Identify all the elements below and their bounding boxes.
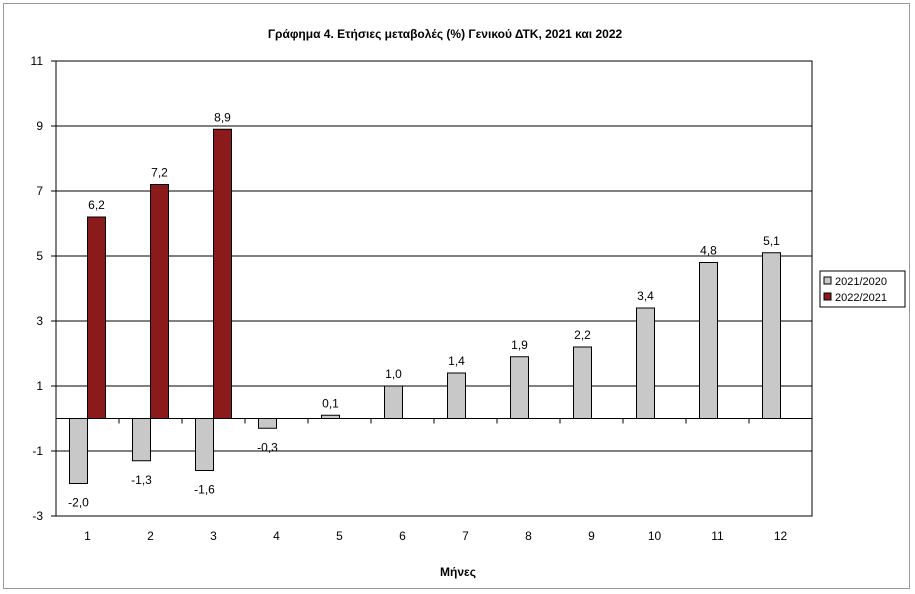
- data-label: 7,2: [151, 166, 168, 180]
- plot-area: [55, 60, 813, 517]
- y-tick-label: -1: [32, 444, 43, 458]
- data-label: 6,2: [88, 198, 105, 212]
- bar-2021-2020-m2: [132, 418, 151, 462]
- x-tick-label: 10: [648, 529, 662, 543]
- data-label: 1,4: [448, 354, 465, 368]
- x-tick-label: 7: [462, 529, 469, 543]
- x-axis: 1 2 3 4 5 6 7 8 9 10 11 12: [55, 418, 813, 543]
- bar-2021-2020-m11: [699, 262, 718, 419]
- data-label: -1,6: [194, 483, 215, 497]
- x-tick-label: 2: [147, 529, 154, 543]
- bar-2021-2020-m4: [258, 418, 277, 429]
- bar-2022-2021-m1: [87, 216, 106, 419]
- x-axis-title: Μήνες: [440, 565, 476, 579]
- data-label: 1,9: [511, 338, 528, 352]
- x-tick-label: 6: [399, 529, 406, 543]
- data-label: -1,3: [131, 473, 152, 487]
- data-label: 5,1: [763, 234, 780, 248]
- data-label: -0,3: [257, 440, 278, 454]
- bar-2021-2020-m3: [195, 418, 214, 471]
- chart-title: Γράφημα 4. Ετήσιες μεταβολές (%) Γενικού…: [268, 27, 623, 41]
- bar-2021-2020-m9: [573, 346, 592, 419]
- data-labels: -2,0 -1,3 -1,6 -0,3 0,1 1,0 1,4 1,9 2,2 3,4 4,8 5,1…: [68, 110, 780, 509]
- bar-2021-2020-m10: [636, 307, 655, 419]
- bar-2021-2020-m1: [69, 418, 88, 484]
- y-tick-label: 5: [36, 249, 43, 263]
- legend-label: 2022/2021: [835, 292, 887, 304]
- legend-label: 2021/2020: [835, 276, 887, 288]
- bar-2021-2020-m7: [447, 372, 466, 419]
- legend-swatch: [823, 276, 832, 285]
- bars: [69, 128, 781, 484]
- x-tick-label: 5: [336, 529, 343, 543]
- data-label: 1,0: [385, 367, 402, 381]
- x-tick-label: 4: [273, 529, 280, 543]
- bar-2021-2020-m8: [510, 356, 529, 419]
- data-label: -2,0: [68, 496, 89, 510]
- data-label: 3,4: [637, 289, 654, 303]
- data-label: 8,9: [214, 110, 231, 124]
- bar-2021-2020-m12: [762, 252, 781, 419]
- x-tick-label: 8: [525, 529, 532, 543]
- x-tick-label: 11: [711, 529, 724, 543]
- bar-2021-2020-m6: [384, 385, 403, 419]
- gridlines: [55, 60, 813, 517]
- data-label: 0,1: [322, 396, 339, 410]
- legend-box: [819, 270, 906, 308]
- y-tick-label: 7: [36, 184, 43, 198]
- legend-swatch: [823, 292, 832, 301]
- y-tick-label: 1: [36, 379, 43, 393]
- bar-2022-2021-m3: [213, 128, 232, 419]
- bar-2022-2021-m2: [150, 184, 169, 419]
- y-tick-label: -3: [32, 509, 43, 523]
- data-label: 2,2: [574, 328, 591, 342]
- x-tick-label: 1: [84, 529, 91, 543]
- legend: 2021/2020 2022/2021: [819, 270, 906, 308]
- x-tick-label: 3: [210, 529, 217, 543]
- y-tick-label: 9: [36, 119, 43, 133]
- y-tick-label: 11: [31, 54, 44, 68]
- x-tick-label: 12: [774, 529, 788, 543]
- data-label: 4,8: [700, 244, 717, 258]
- x-tick-label: 9: [588, 529, 595, 543]
- y-axis: 11 9 7 5 3 1 -1 -3: [31, 54, 56, 523]
- y-tick-label: 3: [36, 314, 43, 328]
